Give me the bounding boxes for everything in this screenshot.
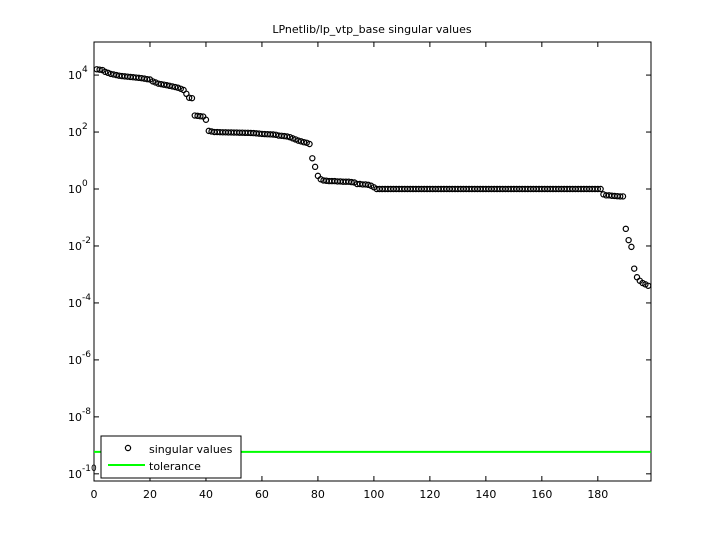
legend-label: tolerance (149, 460, 201, 473)
legend: singular values tolerance (100, 435, 242, 479)
data-point (96, 66, 103, 73)
data-point (110, 71, 117, 78)
x-tick-label: 20 (143, 488, 157, 501)
x-tick-label: 140 (475, 488, 496, 501)
x-tick-label: 0 (91, 488, 98, 501)
y-tick-label: 10-10 (68, 464, 97, 481)
data-point (169, 83, 176, 90)
x-tick-label: 100 (363, 488, 384, 501)
chart-title: LPnetlib/lp_vtp_base singular values (272, 23, 472, 36)
data-point (297, 138, 305, 145)
data-point (160, 81, 168, 88)
y-tick-label: 10-4 (68, 293, 91, 310)
data-point (143, 75, 151, 83)
data-point (631, 265, 638, 272)
data-point (628, 243, 635, 251)
data-point (362, 181, 369, 188)
data-point (365, 181, 372, 189)
data-point (300, 138, 308, 146)
x-tick-label: 120 (419, 488, 440, 501)
data-point (306, 140, 313, 148)
y-tick-label: 10-2 (68, 236, 91, 253)
data-point (617, 193, 624, 200)
data-point (645, 282, 652, 289)
data-point (185, 94, 193, 101)
data-point (166, 82, 173, 90)
data-point (283, 133, 291, 140)
data-point (205, 127, 212, 135)
x-tick-label: 40 (199, 488, 213, 501)
data-point (107, 70, 114, 78)
data-point (619, 193, 627, 200)
x-tick-label: 60 (255, 488, 269, 501)
legend-box (100, 435, 242, 479)
data-point (597, 185, 604, 193)
data-point (101, 68, 109, 76)
data-point (622, 225, 630, 233)
legend-marker (124, 444, 132, 452)
y-tick-label: 10-8 (68, 407, 91, 424)
data-point (594, 185, 602, 193)
y-tick-label: 10-6 (68, 350, 91, 367)
data-point (311, 163, 319, 171)
y-tick-label: 100 (68, 179, 88, 196)
data-point (202, 116, 210, 123)
data-point (348, 178, 355, 186)
y-tick-label: 104 (68, 65, 88, 82)
x-tick-label: 180 (587, 488, 608, 501)
data-point (625, 236, 632, 244)
data-point (171, 83, 179, 91)
legend-label: singular values (149, 443, 233, 456)
y-tick-label: 102 (68, 122, 88, 139)
x-tick-label: 80 (311, 488, 325, 501)
data-point (163, 82, 170, 89)
data-point (295, 137, 302, 144)
data-point (309, 155, 316, 162)
x-tick-label: 160 (531, 488, 552, 501)
data-point (188, 94, 196, 102)
data-point (197, 112, 204, 120)
plot-frame (93, 41, 652, 482)
